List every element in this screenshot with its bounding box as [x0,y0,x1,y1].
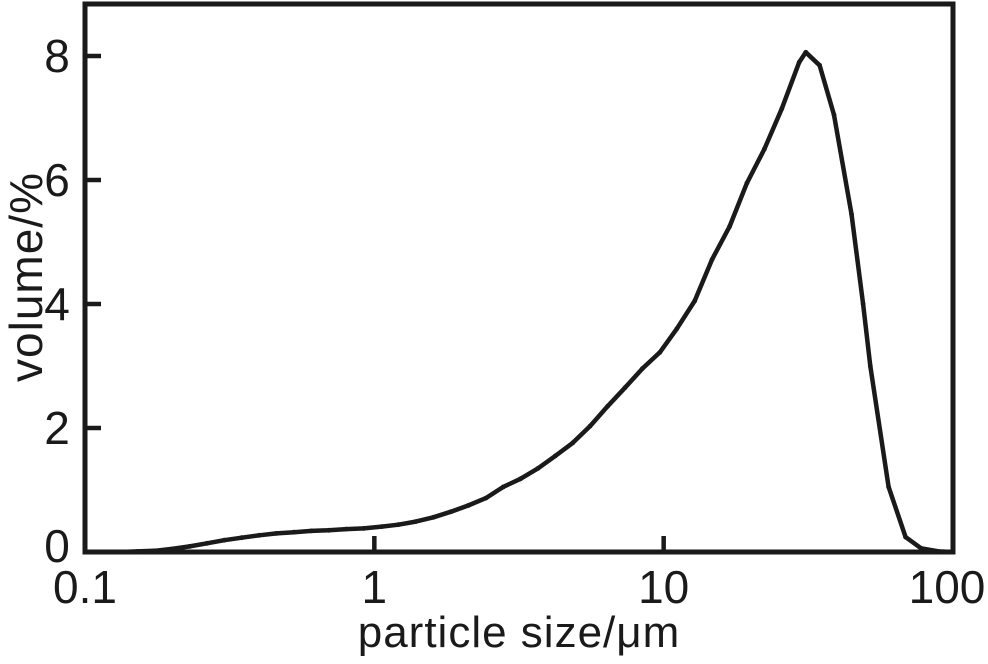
data-point-marker [762,146,767,152]
data-point-marker [640,366,645,371]
y-tick-label: 4 [44,278,70,330]
data-point-marker [744,180,750,186]
data-point-marker [117,549,123,555]
x-tick-label: 100 [909,561,986,613]
data-point-marker [326,527,332,533]
data-point-marker [950,549,956,555]
y-tick-label: 2 [44,402,70,454]
data-point-marker [135,549,141,554]
data-point-marker [886,484,891,490]
data-point-marker [918,545,924,551]
y-tick-label: 0 [44,520,70,572]
data-point-marker [903,534,908,540]
data-point-marker [605,403,610,409]
data-point-marker [361,526,367,531]
data-point-marker [657,350,663,355]
data-point-marker [256,532,262,538]
x-tick-label: 10 [638,561,689,613]
data-point-marker [431,514,436,520]
x-tick-label: 0.1 [53,561,117,613]
data-point-marker [221,537,227,543]
data-point-marker [483,495,489,501]
data-point-marker [100,549,105,555]
data-point-marker [817,62,822,68]
data-point-marker [622,385,628,391]
data-point-marker [727,224,732,229]
data-point-marker [379,524,385,529]
data-point-marker [831,112,837,118]
data-point-marker [860,301,866,307]
data-point-marker [291,529,297,535]
data-point-marker [803,49,809,55]
data-point-marker [709,257,715,262]
data-point-marker [204,540,210,546]
data-point-marker [779,106,785,112]
data-point-marker [274,531,279,536]
data-point-marker [692,298,698,304]
data-point-marker [849,211,854,217]
data-point-marker [395,522,401,528]
data-point-marker [82,549,88,555]
data-point-marker [309,528,314,534]
y-tick-label: 6 [44,154,70,206]
data-point-marker [465,503,471,508]
axis-frame [82,1,956,555]
data-point-marker [518,476,523,482]
y-tick-label: 8 [44,30,70,82]
data-point-marker [867,363,873,369]
y-axis-label: volume/% [0,172,52,382]
data-point-marker [500,484,506,490]
data-point-marker [535,465,541,471]
x-tick-label: 1 [362,561,388,613]
data-point-marker [413,519,419,524]
data-point-marker [448,509,454,515]
data-point-marker [674,326,680,332]
data-point-marker [343,526,349,532]
data-point-marker [570,440,576,446]
data-point-marker [187,544,193,549]
data-point-marker [552,453,558,459]
x-axis-label: particle size/μm [357,608,681,657]
data-point-marker [587,423,593,429]
data-point-marker [936,549,941,554]
data-point-marker [169,546,175,552]
data-point-marker [239,535,245,541]
data-point-marker [152,548,158,554]
data-point-marker [796,59,802,65]
